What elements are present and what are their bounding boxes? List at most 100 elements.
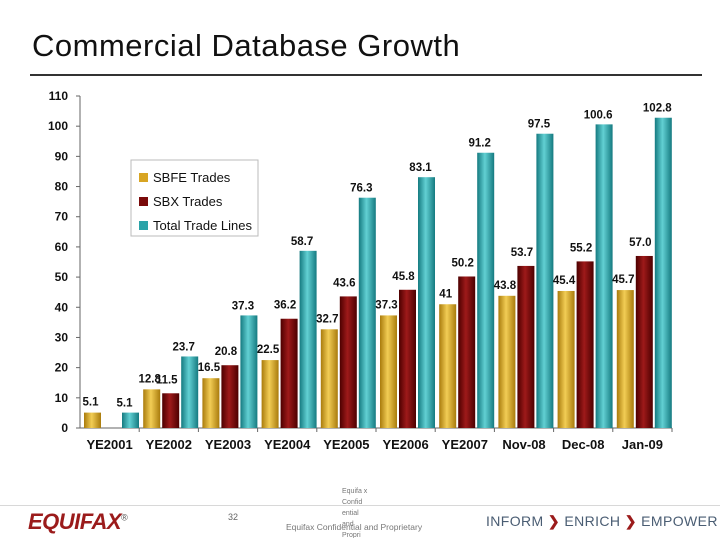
data-label: 16.5 [198,362,221,374]
bar-sbfe-trades [380,315,397,428]
chart-axes: 0 10 20 30 40 50 60 70 80 90 100 110 YE2001 YE2002 YE2… [48,89,673,452]
x-tick-label: Nov-08 [502,437,545,452]
bar-sbx-trades [339,296,357,428]
data-label: 12.8 [139,373,162,385]
data-label: 43.8 [494,280,517,292]
bar-sbfe-trades [616,290,634,428]
x-tick-label: Dec-08 [562,437,605,452]
chart-data-labels: 5.1 5.1 12.811.5 23.716.5 20.8 37.3 22.5 36.2 58… [83,103,673,410]
bar-sbx-trades [635,255,653,428]
x-tick-label: YE2002 [146,437,192,452]
tagline-inform: INFORM [486,513,544,529]
bar-sbfe-trades [84,412,101,428]
data-label: 11.5 [156,374,178,386]
bar-sbx-trades [280,318,298,428]
bar-sbfe-trades [202,378,220,428]
bar-sbx-trades [458,276,476,428]
tagline-enrich: ENRICH [564,513,621,529]
chevron-right-icon: ❯ [624,513,637,529]
x-tick-label: YE2007 [442,437,488,452]
x-tick-label: YE2001 [86,437,132,452]
bar-chart: 0 10 20 30 40 50 60 70 80 90 100 110 YE2001 YE2002 YE2… [48,89,673,452]
bar-sbx-trades [162,393,180,428]
tagline-empower: EMPOWER [641,513,718,529]
data-label: 76.3 [350,183,372,195]
data-label: 36.2 [274,300,296,312]
bar-sbx-trades [517,265,535,428]
confidential-stacked-text: Equifa x Confid ential and Propri [342,488,368,538]
data-label: 97.5 [528,119,551,131]
y-tick-label: 100 [48,119,68,133]
bar-sbfe-trades [261,360,279,428]
x-tick-label: YE2004 [264,437,311,452]
data-label: 20.8 [215,346,238,358]
data-label: 37.3 [232,300,254,312]
legend-box [130,159,259,237]
bar-sbfe-trades [320,329,338,428]
page-number: 32 [228,512,239,522]
bar-sbx-trades [576,261,594,428]
legend-label: Total Trade Lines [153,218,253,233]
legend-swatch [139,197,148,206]
bar-total-trade-lines [477,152,495,428]
bar-total-trade-lines [122,412,139,428]
data-label: 55.2 [570,242,592,254]
data-label: 100.6 [584,109,613,121]
y-tick-label: 110 [49,89,69,103]
y-tick-label: 50 [55,270,69,284]
data-label: 53.7 [511,247,533,259]
data-label: 23.7 [173,341,195,353]
bar-sbx-trades [221,365,239,428]
bar-total-trade-lines [536,133,554,428]
x-tick-label: YE2003 [205,437,251,452]
bar-sbfe-trades [498,295,516,428]
x-tick-label: YE2005 [323,437,369,452]
y-tick-label: 0 [61,421,68,435]
bar-total-trade-lines [595,124,613,428]
title-underline [30,74,702,76]
data-label: 22.5 [257,344,280,356]
data-label: 45.8 [392,271,415,283]
y-tick-label: 30 [55,330,69,344]
bar-total-trade-lines [240,315,258,428]
data-label: 58.7 [291,236,313,248]
bar-total-trade-lines [358,197,376,428]
chart-bars [84,117,672,429]
chart-legend: SBFE Trades SBX Trades Total Trade Lines [130,159,259,237]
data-label: 102.8 [643,103,672,115]
y-tick-label: 40 [55,300,69,314]
confidential-notice: Equifax Confidential and Proprietary [286,522,423,532]
legend-swatch [139,221,148,230]
equifax-logo: EQUIFAX® [28,509,128,534]
data-label: 32.7 [316,313,338,325]
data-label: 91.2 [469,138,491,150]
data-label: 5.1 [117,398,134,410]
data-label: 83.1 [409,162,432,174]
legend-label: SBX Trades [153,194,223,209]
chevron-right-icon: ❯ [547,513,561,529]
bar-sbx-trades [399,289,416,428]
data-label: 41 [439,288,452,300]
bar-sbfe-trades [439,304,457,428]
x-tick-label: YE2006 [382,437,428,452]
data-label: 37.3 [375,299,397,311]
data-label: 5.1 [83,397,100,409]
y-tick-label: 90 [55,149,69,163]
bar-total-trade-lines [654,117,672,429]
tagline: INFORM ❯ ENRICH ❯ EMPOWER [486,513,718,530]
bar-total-trade-lines [299,250,317,428]
bar-sbfe-trades [143,389,161,428]
data-label: 45.7 [612,274,634,286]
footer-divider [0,505,720,506]
legend-label: SBFE Trades [153,170,231,185]
bar-total-trade-lines [418,177,435,428]
slide-title: Commercial Database Growth [32,28,461,63]
y-tick-label: 70 [55,210,69,224]
data-label: 43.6 [333,277,355,289]
y-tick-label: 10 [55,391,69,405]
data-label: 45.4 [553,275,576,287]
y-tick-label: 60 [55,240,69,254]
data-label: 57.0 [629,237,651,249]
legend-swatch [139,173,148,182]
data-label: 50.2 [452,257,474,269]
